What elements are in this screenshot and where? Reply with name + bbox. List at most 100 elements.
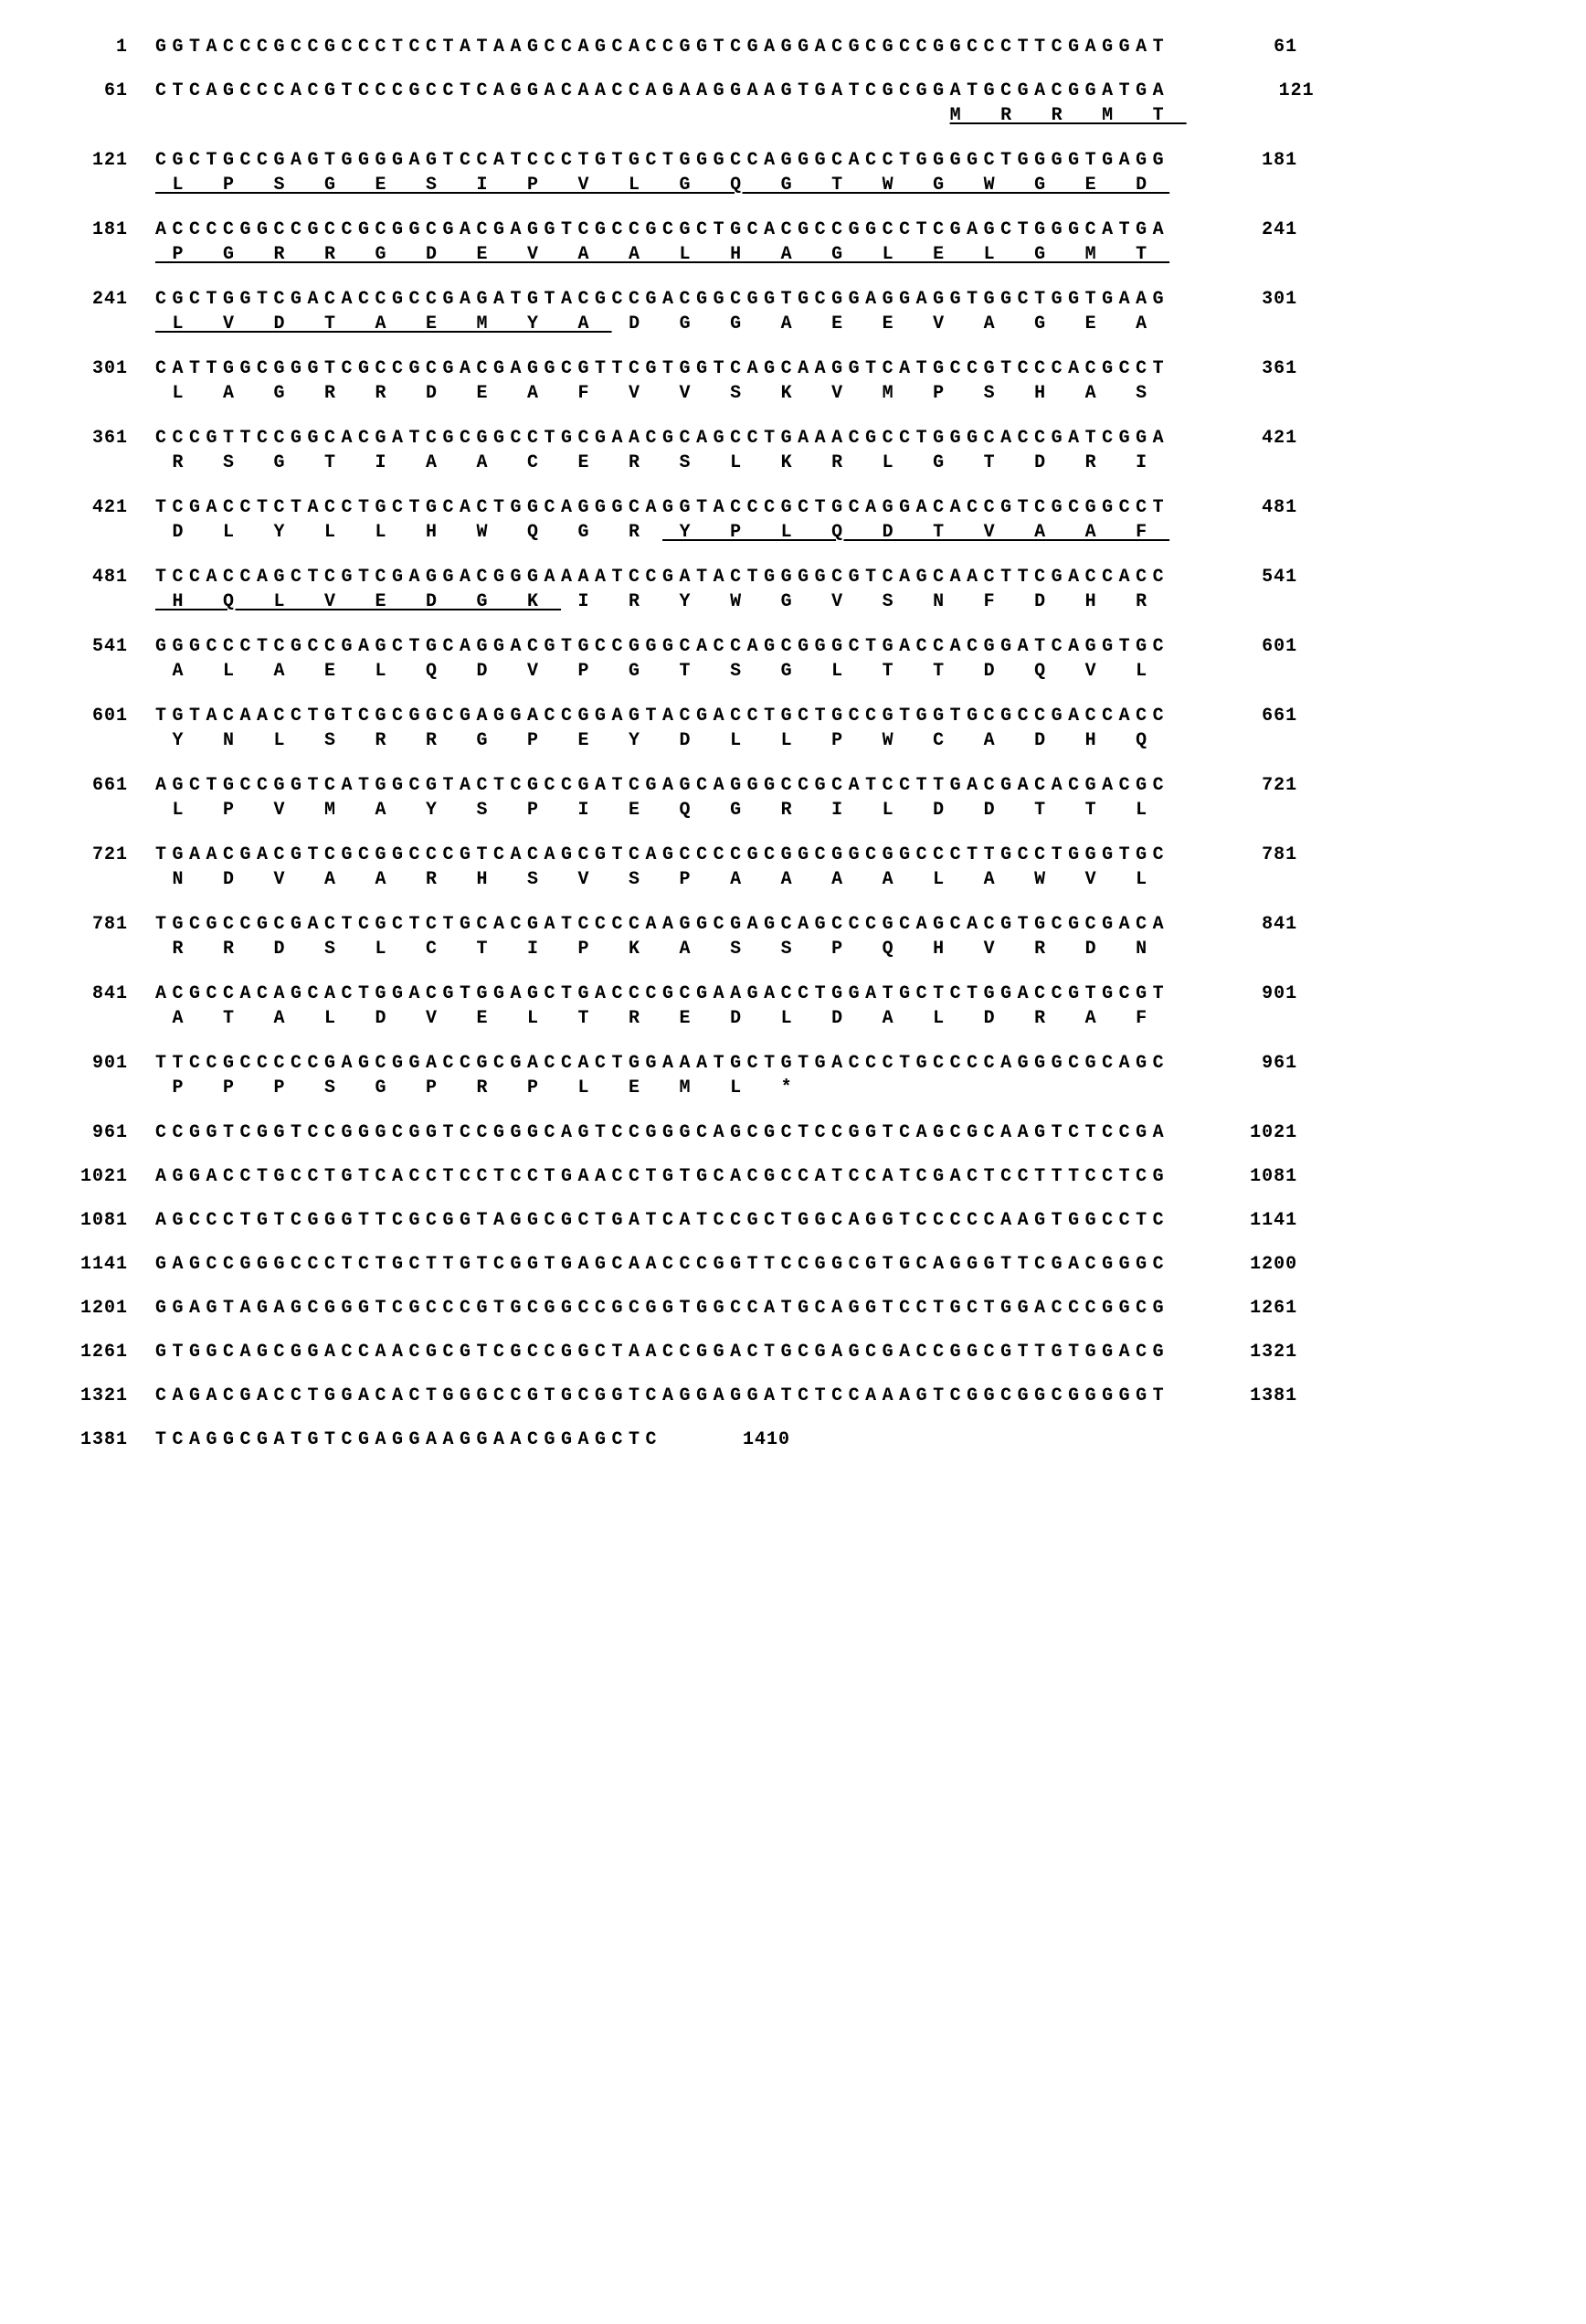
sequence-block: TTCCGCCCCCGAGCGGACCGCGACCACTGGAAATGCTGTG… [155, 1053, 1169, 1100]
sequence-block: CGCTGGTCGACACCGCCGAGATGTACGCCGACGGCGGTGC… [155, 289, 1169, 336]
amino-acid-translation: P G R R G D E V A A L H A G L E L G M T [155, 241, 1169, 267]
position-end: 1141 [1169, 1210, 1297, 1231]
position-end: 841 [1169, 914, 1297, 935]
sequence-block: CATTGGCGGGTCGCCGCGACGAGGCGTTCGTGGTCAGCAA… [155, 358, 1169, 406]
position-start: 901 [27, 1053, 155, 1074]
sequence-block: CCCGTTCCGGCACGATCGCGGCCTGCGAACGCAGCCTGAA… [155, 428, 1169, 475]
sequence-row: 901TTCCGCCCCCGAGCGGACCGCGACCACTGGAAATGCT… [27, 1053, 1559, 1100]
amino-acid-translation: A L A E L Q D V P G T S G L T T D Q V L [155, 658, 1169, 684]
position-start: 301 [27, 358, 155, 379]
position-start: 361 [27, 428, 155, 449]
position-end: 1381 [1169, 1385, 1297, 1406]
position-end: 361 [1169, 358, 1297, 379]
sequence-row: 421TCGACCTCTACCTGCTGCACTGGCAGGGCAGGTACCC… [27, 497, 1559, 545]
amino-acid-translation: P P P S G P R P L E M L * [155, 1075, 1169, 1100]
amino-acid-translation: L V D T A E M Y A D G G A E E V A G E A [155, 311, 1169, 336]
sequence-row: 541GGGCCCTCGCCGAGCTGCAGGACGTGCCGGGCACCAG… [27, 636, 1559, 684]
dna-sequence: CGCTGGTCGACACCGCCGAGATGTACGCCGACGGCGGTGC… [155, 289, 1169, 311]
sequence-block: GAGCCGGGCCCTCTGCTTGTCGGTGAGCAACCCGGTTCCG… [155, 1254, 1169, 1276]
sequence-block: ACGCCACAGCACTGGACGTGGAGCTGACCCGCGAAGACCT… [155, 983, 1169, 1031]
dna-sequence: CGCTGCCGAGTGGGGAGTCCATCCCTGTGCTGGGCCAGGG… [155, 150, 1169, 172]
sequence-row: 121CGCTGCCGAGTGGGGAGTCCATCCCTGTGCTGGGCCA… [27, 150, 1559, 197]
amino-acid-translation: L P V M A Y S P I E Q G R I L D D T T L [155, 797, 1169, 822]
sequence-block: AGCCCTGTCGGGTTCGCGGTAGGCGCTGATCATCCGCTGG… [155, 1210, 1169, 1232]
position-end: 301 [1169, 289, 1297, 310]
sequence-block: CGCTGCCGAGTGGGGAGTCCATCCCTGTGCTGGGCCAGGG… [155, 150, 1169, 197]
dna-sequence: TCAGGCGATGTCGAGGAAGGAACGGAGCTC [155, 1429, 662, 1451]
dna-sequence: GGAGTAGAGCGGGTCGCCCGTGCGGCCGCGGTGGCCATGC… [155, 1298, 1169, 1320]
dna-sequence: TGAACGACGTCGCGGCCCGTCACAGCGTCAGCCCCGCGGC… [155, 844, 1169, 866]
sequence-row: 661AGCTGCCGGTCATGGCGTACTCGCCGATCGAGCAGGG… [27, 775, 1559, 822]
sequence-row: 1381TCAGGCGATGTCGAGGAAGGAACGGAGCTC1410 [27, 1429, 1559, 1451]
position-start: 721 [27, 844, 155, 865]
position-end: 1200 [1169, 1254, 1297, 1275]
dna-sequence: TCGACCTCTACCTGCTGCACTGGCAGGGCAGGTACCCGCT… [155, 497, 1169, 519]
sequence-block: CTCAGCCCACGTCCCGCCTCAGGACAACCAGAAGGAAGTG… [155, 80, 1187, 128]
sequence-row: 1261GTGGCAGCGGACCAACGCGTCGCCGGCTAACCGGAC… [27, 1342, 1559, 1364]
dna-sequence: TGTACAACCTGTCGCGGCGAGGACCGGAGTACGACCTGCT… [155, 706, 1169, 727]
position-end: 1081 [1169, 1166, 1297, 1187]
sequence-row: 721TGAACGACGTCGCGGCCCGTCACAGCGTCAGCCCCGC… [27, 844, 1559, 892]
position-start: 181 [27, 219, 155, 240]
dna-sequence: AGGACCTGCCTGTCACCTCCTCCTGAACCTGTGCACGCCA… [155, 1166, 1169, 1188]
position-end: 781 [1169, 844, 1297, 865]
sequence-row: 841ACGCCACAGCACTGGACGTGGAGCTGACCCGCGAAGA… [27, 983, 1559, 1031]
position-start: 121 [27, 150, 155, 171]
dna-sequence: CAGACGACCTGGACACTGGGCCGTGCGGTCAGGAGGATCT… [155, 1385, 1169, 1407]
position-start: 421 [27, 497, 155, 518]
position-start: 601 [27, 706, 155, 727]
sequence-row: 1141GAGCCGGGCCCTCTGCTTGTCGGTGAGCAACCCGGT… [27, 1254, 1559, 1276]
amino-acid-translation: N D V A A R H S V S P A A A A L A W V L [155, 866, 1169, 892]
position-end: 1261 [1169, 1298, 1297, 1319]
sequence-block: TCAGGCGATGTCGAGGAAGGAACGGAGCTC [155, 1429, 662, 1451]
dna-sequence: TGCGCCGCGACTCGCTCTGCACGATCCCCAAGGCGAGCAG… [155, 914, 1169, 936]
position-start: 241 [27, 289, 155, 310]
sequence-block: TCGACCTCTACCTGCTGCACTGGCAGGGCAGGTACCCGCT… [155, 497, 1169, 545]
position-start: 1201 [27, 1298, 155, 1319]
sequence-block: AGCTGCCGGTCATGGCGTACTCGCCGATCGAGCAGGGCCG… [155, 775, 1169, 822]
sequence-block: TCCACCAGCTCGTCGAGGACGGGAAAATCCGATACTGGGG… [155, 567, 1169, 614]
dna-sequence: GGGCCCTCGCCGAGCTGCAGGACGTGCCGGGCACCAGCGG… [155, 636, 1169, 658]
sequence-block: TGTACAACCTGTCGCGGCGAGGACCGGAGTACGACCTGCT… [155, 706, 1169, 753]
dna-sequence: ACGCCACAGCACTGGACGTGGAGCTGACCCGCGAAGACCT… [155, 983, 1169, 1005]
sequence-row: 241CGCTGGTCGACACCGCCGAGATGTACGCCGACGGCGG… [27, 289, 1559, 336]
sequence-listing: 1GGTACCCGCCGCCCTCCTATAAGCCAGCACCGGTCGAGG… [27, 37, 1559, 1451]
amino-acid-translation: A T A L D V E L T R E D L D A L D R A F [155, 1005, 1169, 1031]
position-end: 961 [1169, 1053, 1297, 1074]
sequence-block: CCGGTCGGTCCGGGCGGTCCGGGCAGTCCGGGCAGCGCTC… [155, 1122, 1169, 1144]
position-end: 541 [1169, 567, 1297, 588]
position-start: 841 [27, 983, 155, 1004]
dna-sequence: GAGCCGGGCCCTCTGCTTGTCGGTGAGCAACCCGGTTCCG… [155, 1254, 1169, 1276]
amino-acid-translation: Y N L S R R G P E Y D L L P W C A D H Q [155, 727, 1169, 753]
position-end: 421 [1169, 428, 1297, 449]
sequence-block: CAGACGACCTGGACACTGGGCCGTGCGGTCAGGAGGATCT… [155, 1385, 1169, 1407]
position-end: 481 [1169, 497, 1297, 518]
sequence-row: 361CCCGTTCCGGCACGATCGCGGCCTGCGAACGCAGCCT… [27, 428, 1559, 475]
position-start: 1081 [27, 1210, 155, 1231]
position-end: 661 [1169, 706, 1297, 727]
position-end: 601 [1169, 636, 1297, 657]
position-start: 541 [27, 636, 155, 657]
dna-sequence: CCCGTTCCGGCACGATCGCGGCCTGCGAACGCAGCCTGAA… [155, 428, 1169, 450]
sequence-row: 301CATTGGCGGGTCGCCGCGACGAGGCGTTCGTGGTCAG… [27, 358, 1559, 406]
amino-acid-translation: L A G R R D E A F V V S K V M P S H A S [155, 380, 1169, 406]
position-end: 241 [1169, 219, 1297, 240]
position-end: 181 [1169, 150, 1297, 171]
sequence-block: TGCGCCGCGACTCGCTCTGCACGATCCCCAAGGCGAGCAG… [155, 914, 1169, 961]
dna-sequence: TCCACCAGCTCGTCGAGGACGGGAAAATCCGATACTGGGG… [155, 567, 1169, 589]
sequence-block: TGAACGACGTCGCGGCCCGTCACAGCGTCAGCCCCGCGGC… [155, 844, 1169, 892]
sequence-row: 601TGTACAACCTGTCGCGGCGAGGACCGGAGTACGACCT… [27, 706, 1559, 753]
position-end: 901 [1169, 983, 1297, 1004]
amino-acid-translation: M R R M T [155, 102, 1187, 128]
sequence-row: 1GGTACCCGCCGCCCTCCTATAAGCCAGCACCGGTCGAGG… [27, 37, 1559, 58]
amino-acid-translation: L P S G E S I P V L G Q G T W G W G E D [155, 172, 1169, 197]
position-end: 1410 [662, 1429, 790, 1450]
dna-sequence: AGCTGCCGGTCATGGCGTACTCGCCGATCGAGCAGGGCCG… [155, 775, 1169, 797]
position-start: 1021 [27, 1166, 155, 1187]
sequence-row: 481TCCACCAGCTCGTCGAGGACGGGAAAATCCGATACTG… [27, 567, 1559, 614]
position-end: 1021 [1169, 1122, 1297, 1143]
dna-sequence: GGTACCCGCCGCCCTCCTATAAGCCAGCACCGGTCGAGGA… [155, 37, 1169, 58]
sequence-block: GGAGTAGAGCGGGTCGCCCGTGCGGCCGCGGTGGCCATGC… [155, 1298, 1169, 1320]
position-start: 61 [27, 80, 155, 101]
sequence-row: 1201GGAGTAGAGCGGGTCGCCCGTGCGGCCGCGGTGGCC… [27, 1298, 1559, 1320]
